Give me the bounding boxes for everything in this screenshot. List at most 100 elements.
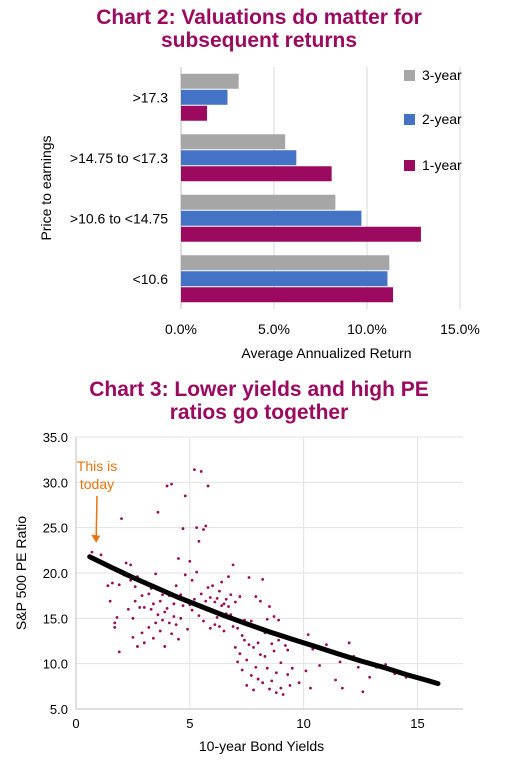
data-point: [161, 593, 164, 597]
data-point: [195, 570, 199, 574]
data-point: [288, 684, 292, 687]
data-point: [190, 578, 194, 582]
data-point: [133, 599, 137, 603]
data-point: [202, 619, 205, 623]
y-tick-label: 5.0: [50, 702, 68, 717]
data-point: [138, 606, 142, 609]
data-point: [172, 602, 176, 606]
data-point: [183, 573, 187, 577]
annotation-line-2: today: [80, 476, 114, 492]
data-point: [152, 602, 155, 606]
data-point: [290, 666, 294, 670]
data-point: [106, 584, 110, 588]
legend-label-3-year: 3-year: [422, 67, 462, 83]
data-point: [218, 589, 221, 593]
data-point: [274, 671, 278, 675]
data-point: [261, 577, 265, 581]
data-point: [268, 605, 271, 608]
x-tick-label: 10: [296, 716, 310, 731]
data-point: [158, 599, 162, 603]
data-point: [306, 633, 310, 637]
data-point: [136, 645, 139, 648]
data-point: [115, 616, 119, 619]
data-point: [172, 615, 176, 618]
data-point: [142, 606, 146, 609]
data-point: [340, 686, 344, 690]
data-point: [131, 635, 135, 639]
x-tick-label: 15.0%: [440, 321, 480, 337]
data-point: [181, 527, 185, 530]
data-point: [208, 596, 212, 599]
y-axis-title: Price to earnings: [38, 135, 54, 240]
data-point: [245, 684, 249, 687]
data-point: [279, 686, 283, 690]
data-point: [227, 605, 230, 608]
data-point: [177, 637, 180, 641]
data-point: [156, 613, 160, 617]
bar-1-year-1: [181, 166, 332, 182]
data-point: [361, 690, 365, 694]
data-point: [163, 610, 167, 614]
bar-2-year-2: [181, 210, 362, 226]
data-point: [195, 526, 199, 530]
data-point: [247, 643, 251, 647]
bar-1-year-0: [181, 105, 208, 121]
data-point: [183, 494, 187, 498]
data-point: [252, 645, 255, 649]
x-tick-label: 0.0%: [165, 321, 197, 337]
data-point: [174, 584, 178, 588]
data-point: [165, 606, 169, 610]
data-point: [117, 650, 121, 654]
data-point: [192, 597, 196, 601]
data-point: [265, 666, 269, 670]
data-point: [156, 510, 160, 514]
data-point: [177, 557, 180, 560]
x-tick-label: 5.0%: [258, 321, 290, 337]
data-point: [111, 581, 114, 585]
chart2-title-line-2: subsequent returns: [160, 29, 358, 52]
legend-swatch-2-year: [404, 114, 415, 125]
chart2-title: Chart 2: Valuations do matter for subseq…: [0, 6, 518, 52]
category-label: >17.3: [133, 89, 169, 105]
data-point: [204, 599, 208, 603]
chart2-title-line-1: Chart 2: Valuations do matter for: [96, 6, 422, 29]
data-point: [129, 563, 133, 567]
data-point: [211, 584, 214, 588]
data-point: [356, 665, 360, 669]
data-point: [238, 652, 242, 656]
y-tick-label: 35.0: [43, 430, 68, 445]
data-point: [142, 641, 146, 645]
data-point: [274, 691, 278, 695]
data-point: [284, 644, 287, 647]
data-point: [174, 623, 178, 627]
data-point: [202, 528, 205, 531]
data-point: [277, 618, 281, 622]
data-point: [249, 674, 253, 677]
bar-1-year-3: [181, 287, 394, 303]
data-point: [126, 607, 130, 611]
y-tick-label: 25.0: [43, 521, 68, 536]
chart3-title-line-2: ratios go together: [169, 401, 349, 424]
data-point: [256, 641, 260, 645]
data-point: [215, 616, 219, 619]
data-point: [347, 641, 351, 645]
data-point: [165, 484, 169, 488]
annotation-arrow-shaft: [95, 495, 98, 537]
data-point: [131, 616, 135, 620]
data-point: [197, 539, 201, 543]
data-point: [268, 687, 271, 691]
data-point: [286, 673, 290, 676]
data-point: [338, 660, 342, 664]
data-point: [231, 563, 235, 567]
bar-1-year-2: [181, 226, 421, 242]
data-point: [270, 679, 274, 683]
bar-2-year-3: [181, 271, 388, 287]
data-point: [286, 648, 290, 652]
data-point: [213, 600, 217, 604]
data-point: [154, 621, 158, 625]
data-point: [152, 636, 155, 640]
data-point: [154, 572, 158, 576]
data-point: [204, 524, 208, 528]
bar-3-year-2: [181, 194, 336, 210]
